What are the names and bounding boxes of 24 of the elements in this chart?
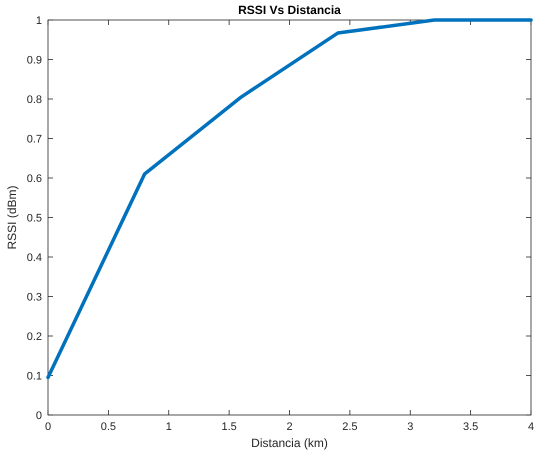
y-axis-title: RSSI (dBm) xyxy=(5,185,19,250)
y-tick-label: 0.1 xyxy=(26,370,42,382)
y-tick-label: 0.6 xyxy=(26,173,42,185)
chart-title: RSSI Vs Distancia xyxy=(238,3,342,17)
y-tick-label: 0 xyxy=(36,410,42,422)
y-tick-label: 0.5 xyxy=(26,212,42,224)
x-tick-label: 0 xyxy=(44,421,52,433)
y-tick-label: 1 xyxy=(36,15,42,27)
x-tick-label: 1 xyxy=(166,421,172,433)
x-tick-label: 3 xyxy=(407,421,414,433)
y-tick-label: 0.7 xyxy=(26,134,42,146)
y-tick-label: 0.3 xyxy=(26,292,42,304)
y-tick-label: 0.8 xyxy=(26,94,42,106)
line-series xyxy=(46,18,533,380)
y-tick-label: 0.4 xyxy=(26,252,42,264)
x-tick-label: 2 xyxy=(286,421,293,433)
x-tick-label: 4 xyxy=(528,421,534,433)
x-tick-label: 0.5 xyxy=(100,421,116,433)
x-axis-title: Distancia (km) xyxy=(251,436,328,450)
y-tick-label: 0.2 xyxy=(26,331,42,343)
y-tick-label: 0.9 xyxy=(26,54,42,66)
x-tick-label: 2.5 xyxy=(342,421,358,433)
x-tick-label: 3.5 xyxy=(462,421,478,433)
x-tick-label: 1.5 xyxy=(221,421,237,433)
